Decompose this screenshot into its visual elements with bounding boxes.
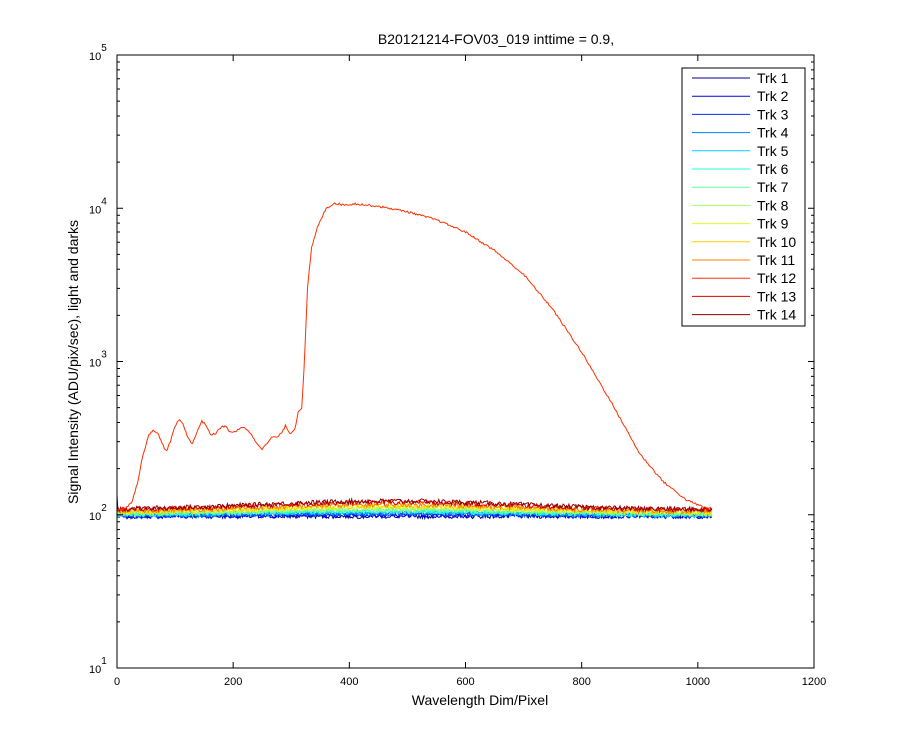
y-tick-label: 105 [89,43,107,63]
legend-label: Trk 13 [757,288,796,304]
y-axis-label: Signal Intensity (ADU/pix/sec), light an… [65,220,81,504]
x-tick-label: 1200 [802,676,826,688]
legend-label: Trk 9 [757,216,789,232]
legend-entries: Trk 1 Trk 2 Trk 3 Trk 4 Trk 5 Trk 6 Trk 7 Trk 8… [692,70,796,323]
x-tick-label: 200 [224,676,242,688]
legend-label: Trk 1 [757,70,789,86]
legend-label: Trk 14 [757,307,796,323]
x-tick-label: 1000 [686,676,710,688]
legend-label: Trk 10 [757,234,796,250]
legend-label: Trk 4 [757,125,789,141]
y-tick-label: 102 [89,503,107,523]
legend-label: Trk 12 [757,270,796,286]
legend-box [681,67,806,327]
legend-label: Trk 6 [757,161,789,177]
y-tick-label: 103 [89,350,107,370]
series-line-highlighted [116,202,713,511]
x-tick-label: 400 [340,676,358,688]
legend-label: Trk 11 [757,252,795,268]
legend-label: Trk 2 [757,88,789,104]
x-tick-label: 0 [114,676,120,688]
series-layer [116,202,713,521]
legend-label: Trk 5 [757,143,789,159]
y-tick-label: 104 [89,196,107,216]
legend-label: Trk 8 [757,197,789,213]
chart-title: B20121214-FOV03_019 inttime = 0.9, [378,31,614,47]
legend-label: Trk 3 [757,106,789,122]
x-tick-label: 800 [572,676,590,688]
legend-label: Trk 7 [757,179,789,195]
x-tick-label: 600 [456,676,474,688]
tick-layer: 0 200 400 600 800 1000 1200 101 102 103 104 105 [89,43,826,688]
legend: Trk 1 Trk 2 Trk 3 Trk 4 Trk 5 Trk 6 Trk 7 Trk 8… [681,67,806,327]
series-line-14 [116,497,713,513]
y-tick-label: 101 [89,656,107,676]
x-axis-label: Wavelength Dim/Pixel [412,692,548,708]
